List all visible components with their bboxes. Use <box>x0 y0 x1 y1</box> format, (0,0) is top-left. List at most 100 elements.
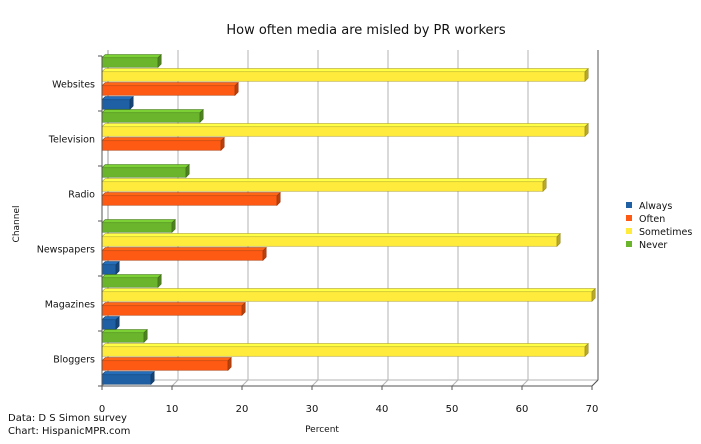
plot-wall <box>102 50 598 386</box>
bar-front <box>101 360 229 371</box>
bar-front <box>101 195 278 206</box>
x-axis-title: Percent <box>305 425 339 435</box>
bar <box>101 315 120 330</box>
category-label: Radio <box>68 190 95 201</box>
bar-top <box>101 329 148 334</box>
axes: Websites Television Radio Newspapers Magazin… <box>37 50 599 415</box>
legend-swatch <box>626 228 632 234</box>
bar <box>101 136 225 151</box>
bar-side <box>542 177 547 192</box>
bar-front <box>101 332 145 343</box>
x-tick-label: 60 <box>516 404 529 415</box>
bar <box>101 301 246 316</box>
bar-front <box>101 346 586 357</box>
legend-label: Sometimes <box>639 227 692 238</box>
bar-side <box>143 328 148 343</box>
bar <box>101 328 148 343</box>
bar <box>101 342 589 357</box>
bar-side <box>115 315 120 330</box>
x-tick-label: 20 <box>236 404 249 415</box>
bar <box>101 246 267 261</box>
bar-top <box>101 371 155 376</box>
bar-side <box>234 81 239 96</box>
bar-side <box>185 163 190 178</box>
bar-side <box>241 301 246 316</box>
bar <box>101 122 589 137</box>
bar-front <box>101 99 131 110</box>
bar <box>101 232 561 247</box>
bar-top <box>101 357 232 362</box>
bar-top <box>101 123 589 128</box>
bar-top <box>101 137 225 142</box>
bar-top <box>101 164 190 169</box>
bar-top <box>101 82 239 87</box>
x-tick-label: 40 <box>376 404 389 415</box>
legend-swatch <box>626 202 632 208</box>
bar-top <box>101 274 162 279</box>
bar <box>101 191 281 206</box>
bar <box>101 53 162 68</box>
bar-top <box>101 68 589 73</box>
bar-side <box>199 108 204 123</box>
bar-side <box>171 218 176 233</box>
bar <box>101 287 596 302</box>
bar-front <box>101 250 264 261</box>
x-axis-depth-line <box>591 379 599 387</box>
bar-front <box>101 305 243 316</box>
bar <box>101 108 204 123</box>
bar-front <box>101 277 159 288</box>
category-label: Newspapers <box>37 245 95 256</box>
bar-top <box>101 54 162 59</box>
y-axis-title: Channel <box>12 206 22 243</box>
bar <box>101 356 232 371</box>
floor-grid-line <box>451 379 459 387</box>
bar-front <box>101 222 173 233</box>
bar-top <box>101 192 281 197</box>
bar <box>101 81 239 96</box>
category-label: Bloggers <box>53 355 95 366</box>
legend-label: Never <box>639 240 667 251</box>
bar-top <box>101 233 561 238</box>
bar-top <box>101 219 176 224</box>
bar-side <box>584 67 589 82</box>
x-tick-label: 0 <box>99 404 105 415</box>
chart-title: How often media are misled by PR workers <box>226 23 506 38</box>
bar-front <box>101 264 117 275</box>
bar-side <box>115 260 120 275</box>
bar <box>101 273 162 288</box>
bar <box>101 370 155 385</box>
bar <box>101 177 547 192</box>
bar <box>101 218 176 233</box>
category-label: Websites <box>52 80 95 91</box>
legend-swatch <box>626 215 632 221</box>
bar-side <box>276 191 281 206</box>
bar-top <box>101 288 596 293</box>
bar <box>101 95 134 110</box>
x-tick-label: 70 <box>586 404 599 415</box>
bar-side <box>262 246 267 261</box>
floor-grid-line <box>241 379 249 387</box>
bar-front <box>101 167 187 178</box>
category-label: Magazines <box>45 300 95 311</box>
bars <box>101 53 596 385</box>
bar-side <box>150 370 155 385</box>
bar-top <box>101 247 267 252</box>
bar-side <box>584 122 589 137</box>
chart-source-credit: Chart: HispanicMPR.com <box>8 426 131 437</box>
bar-side <box>220 136 225 151</box>
bar-top <box>101 96 134 101</box>
bar <box>101 163 190 178</box>
bar-front <box>101 140 222 151</box>
category-label: Television <box>48 135 95 146</box>
data-source-credit: Data: D S Simon survey <box>8 413 127 424</box>
bar-side <box>591 287 596 302</box>
bar-front <box>101 319 117 330</box>
bar-side <box>227 356 232 371</box>
grid <box>101 50 599 387</box>
bar-top <box>101 302 246 307</box>
bar-front <box>101 57 159 68</box>
floor-grid-line <box>311 379 319 387</box>
bar-side <box>556 232 561 247</box>
